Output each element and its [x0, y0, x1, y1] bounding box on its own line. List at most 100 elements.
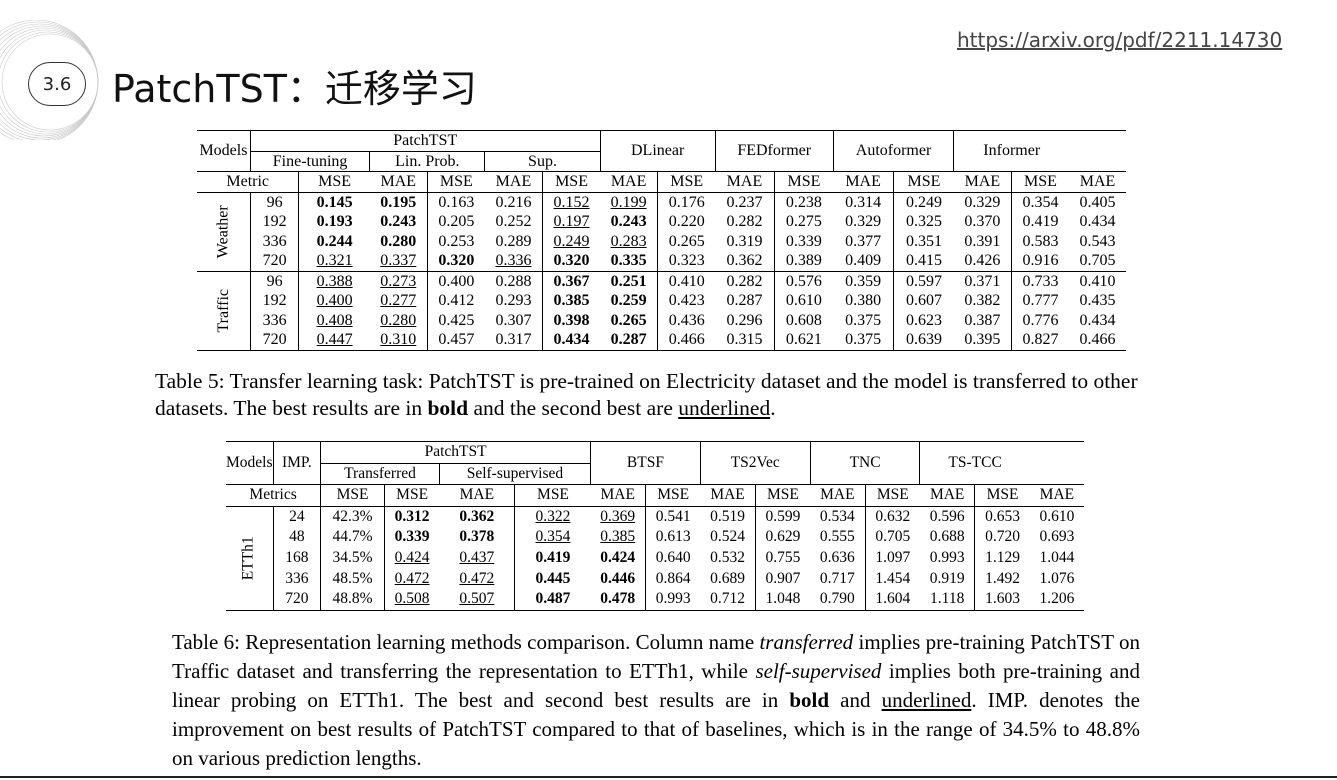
table-5: Models PatchTST DLinear FEDformer Autofo… [197, 130, 1126, 351]
mse-header: MSE [1024, 173, 1057, 190]
value-text: 0.351 [905, 232, 942, 250]
value-cell: 0.205 [427, 212, 485, 232]
value-text: 0.265 [668, 232, 705, 250]
value-text: 0.237 [726, 193, 763, 211]
value-text: 0.827 [1022, 331, 1059, 348]
row-group-text: Traffic [214, 288, 232, 333]
value-cell: 0.312 [384, 506, 439, 527]
value-cell: 0.193 [299, 212, 370, 232]
value-cell: 0.252 [484, 212, 543, 232]
value-text: 0.466 [1079, 331, 1116, 348]
horizon-cell: 96 [250, 271, 300, 291]
value-cell: 0.249 [543, 232, 601, 252]
value-text: 0.369 [600, 507, 636, 525]
col-header: Lin. Prob. [369, 150, 486, 172]
value-cell: 0.243 [600, 212, 659, 232]
value-cell: 0.237 [715, 192, 775, 212]
value-cell: 0.335 [600, 251, 659, 271]
value-text: 0.434 [1079, 213, 1116, 230]
value-text: 0.408 [316, 311, 353, 329]
value-cell: 0.466 [658, 330, 716, 350]
value-text: 0.434 [1079, 311, 1116, 329]
value-text: 0.717 [819, 569, 855, 587]
value-text: 0.541 [655, 507, 691, 525]
value-cell: 0.419 [515, 548, 591, 569]
col-header: BTSF [590, 441, 701, 485]
value-text: 0.400 [438, 272, 475, 290]
value-cell: 0.275 [774, 212, 833, 232]
value-text: 0.389 [785, 252, 822, 269]
value-text: 0.293 [495, 292, 532, 309]
value-text: 0.385 [600, 528, 636, 546]
value-text: 0.640 [655, 548, 691, 566]
mae-header: MAE [700, 484, 756, 507]
horizon-cell: 336 [250, 231, 300, 251]
value-text: 0.253 [438, 232, 475, 250]
row-group-label: Weather [197, 192, 251, 271]
value-cell: 0.827 [1011, 330, 1069, 350]
value-cell: 0.543 [1069, 232, 1126, 252]
value-cell: 0.907 [755, 569, 810, 590]
value-cell: 1.492 [975, 569, 1030, 590]
value-text: 0.419 [1022, 213, 1059, 230]
value-cell: 0.519 [700, 506, 756, 528]
mae-header: MAE [484, 171, 543, 192]
col-header: TNC [810, 441, 921, 485]
value-text: 0.322 [535, 507, 571, 525]
value-text: 0.329 [845, 213, 882, 230]
value-text: 0.243 [380, 213, 417, 230]
value-cell: 0.398 [543, 311, 601, 331]
imp-cell: 42.3% [320, 506, 385, 528]
value-cell: 0.176 [658, 192, 716, 212]
value-text: 1.118 [930, 590, 965, 608]
source-link[interactable]: https://arxiv.org/pdf/2211.14730 [957, 28, 1283, 52]
value-cell: 0.434 [543, 330, 601, 350]
value-text: 0.436 [668, 311, 705, 329]
value-text: 1.603 [985, 590, 1021, 608]
value-text: 0.907 [765, 569, 801, 587]
value-cell: 0.288 [484, 271, 543, 291]
value-cell: 0.282 [715, 271, 775, 291]
mae-header: MAE [953, 171, 1012, 192]
value-cell: 0.371 [953, 271, 1012, 291]
value-cell: 0.446 [590, 568, 646, 590]
value-text: 0.388 [316, 272, 353, 290]
value-cell: 1.206 [1030, 589, 1084, 610]
row-group-label: ETTh1 [226, 506, 274, 611]
value-text: 0.320 [553, 252, 590, 269]
value-cell: 1.454 [865, 569, 920, 590]
value-text: 0.720 [985, 528, 1021, 546]
mse-header: MSE [320, 484, 385, 507]
value-text: 0.380 [845, 292, 882, 309]
col-header: Autoformer [833, 130, 955, 172]
value-text: 0.608 [785, 311, 822, 329]
value-text: 0.508 [394, 590, 430, 608]
horizon-cell: 48 [273, 527, 322, 548]
value-cell: 0.532 [700, 547, 756, 569]
value-cell: 0.400 [427, 271, 485, 291]
value-text: 0.163 [438, 193, 475, 211]
value-text: 0.424 [600, 548, 636, 566]
value-text: 0.321 [316, 252, 353, 269]
value-text: 0.277 [380, 292, 417, 309]
value-cell: 0.238 [774, 192, 833, 212]
value-cell: 0.607 [894, 291, 954, 311]
value-cell: 0.426 [953, 251, 1012, 271]
value-cell: 0.287 [715, 291, 775, 311]
value-cell: 0.195 [369, 192, 428, 212]
value-text: 0.423 [668, 292, 705, 309]
value-text: 1.604 [875, 590, 911, 608]
value-cell: 0.370 [953, 212, 1012, 232]
value-text: 0.583 [1022, 232, 1059, 250]
value-cell: 1.048 [755, 589, 810, 610]
mae-header: MAE [919, 484, 976, 507]
value-cell: 0.310 [369, 330, 428, 350]
value-text: 0.339 [785, 232, 822, 250]
value-cell: 0.199 [600, 192, 659, 212]
table-row: 720 0.321 0.337 0.320 0.336 0.320 0.335 0.323 0.… [197, 251, 1126, 271]
value-text: 0.400 [316, 292, 353, 309]
mae-header: MAE [600, 171, 659, 192]
value-text: 0.307 [495, 311, 532, 329]
mae-header: MAE [833, 171, 895, 192]
value-cell: 0.339 [774, 232, 833, 252]
